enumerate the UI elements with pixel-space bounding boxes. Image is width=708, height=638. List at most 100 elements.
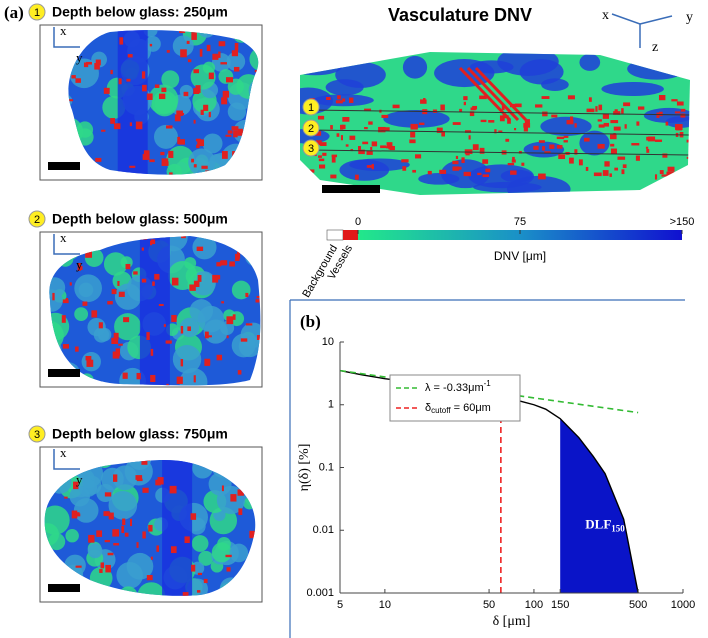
axis-icon-label: x	[60, 230, 67, 245]
map-vessel	[113, 332, 119, 340]
map-vessel	[226, 567, 231, 572]
map-blob	[189, 299, 214, 323]
volume-blob	[643, 107, 690, 124]
map-vessel	[191, 158, 195, 163]
volume-vessel	[585, 166, 589, 171]
map-blob	[114, 313, 142, 341]
map-vessel	[237, 128, 243, 136]
volume-vessel	[667, 166, 675, 172]
map-vessel	[256, 295, 261, 299]
volume-vessel	[614, 109, 618, 114]
map-vessel	[221, 301, 225, 304]
volume-vessel	[480, 119, 487, 123]
map-vessel	[178, 139, 185, 145]
map-vessel	[237, 489, 244, 496]
map-vessel	[199, 48, 203, 57]
map-vessel	[148, 524, 153, 532]
volume-vessel	[654, 139, 663, 142]
volume-vessel	[586, 108, 595, 113]
volume-vessel	[538, 173, 546, 180]
y-tick-label: 0.001	[306, 587, 334, 599]
legend-text: δ	[425, 402, 431, 414]
map-vessel	[226, 335, 229, 339]
map-blob	[103, 252, 128, 276]
map-blob	[145, 36, 161, 52]
map-vessel	[206, 44, 211, 52]
map-vessel	[118, 78, 122, 85]
map-vessel	[182, 592, 189, 596]
volume-vessel	[507, 119, 511, 124]
map-blob	[87, 543, 103, 559]
map-vessel	[256, 334, 261, 340]
volume-vessel	[409, 139, 416, 144]
map-band	[117, 30, 148, 175]
map-vessel	[232, 151, 236, 157]
map-vessel	[113, 474, 118, 482]
map-blob	[48, 533, 66, 551]
volume-vessel	[330, 125, 333, 130]
map-vessel	[141, 278, 147, 283]
map-vessel	[196, 246, 204, 251]
volume-vessel	[440, 104, 445, 111]
volume-vessel	[680, 108, 686, 112]
map-vessel	[166, 383, 169, 386]
map-vessel	[180, 49, 187, 58]
legend-sub: cutoff	[431, 406, 451, 415]
volume-vessel	[342, 117, 350, 122]
map-vessel	[65, 298, 69, 301]
volume-vessel	[371, 163, 374, 170]
volume-vessel	[389, 145, 395, 151]
map-vessel	[94, 63, 100, 70]
map-blob	[108, 490, 138, 520]
map-vessel	[103, 87, 110, 94]
map-vessel	[52, 292, 55, 301]
volume-blob	[402, 55, 428, 79]
volume-vessel	[315, 140, 322, 146]
volume-vessel	[523, 126, 528, 132]
map-vessel	[141, 71, 146, 79]
volume-vessel	[331, 154, 338, 158]
volume-vessel	[330, 174, 337, 179]
map-vessel	[160, 151, 165, 156]
map-blob	[172, 35, 194, 57]
volume-vessel	[541, 96, 550, 99]
volume-vessel	[647, 136, 656, 142]
volume-vessel	[331, 156, 336, 163]
colorbar-background	[326, 229, 344, 241]
map-vessel	[146, 93, 153, 100]
volume-vessel	[671, 99, 678, 102]
map-vessel	[208, 72, 214, 80]
volume-vessel	[364, 127, 368, 130]
volume-vessel	[521, 162, 525, 166]
map-vessel	[150, 374, 156, 383]
volume-vessel	[392, 104, 400, 109]
map-blob	[191, 535, 209, 552]
axis-icon-label: z	[652, 40, 658, 55]
volume-vessel	[558, 154, 566, 160]
map-vessel	[118, 291, 125, 297]
volume-vessel	[661, 174, 668, 177]
map-vessel	[79, 265, 83, 271]
map-vessel	[187, 59, 192, 63]
map-vessel	[95, 157, 102, 162]
map-blob	[65, 528, 79, 543]
volume-vessel	[593, 172, 602, 177]
volume-vessel	[507, 162, 515, 166]
volume-vessel	[604, 161, 610, 167]
map-vessel	[129, 122, 133, 127]
map-vessel	[101, 129, 106, 132]
map-blob	[137, 582, 166, 596]
volume-vessel	[317, 115, 325, 120]
volume-blob	[541, 78, 569, 91]
volume-vessel	[345, 144, 349, 147]
map-vessel	[238, 508, 243, 516]
map-vessel	[193, 375, 196, 383]
volume-vessel	[610, 134, 617, 140]
map-vessel	[203, 578, 208, 584]
map-vessel	[75, 565, 82, 568]
map-vessel	[254, 70, 259, 73]
map-vessel	[204, 331, 209, 339]
map-vessel	[71, 510, 78, 519]
volume-vessel	[498, 130, 503, 133]
